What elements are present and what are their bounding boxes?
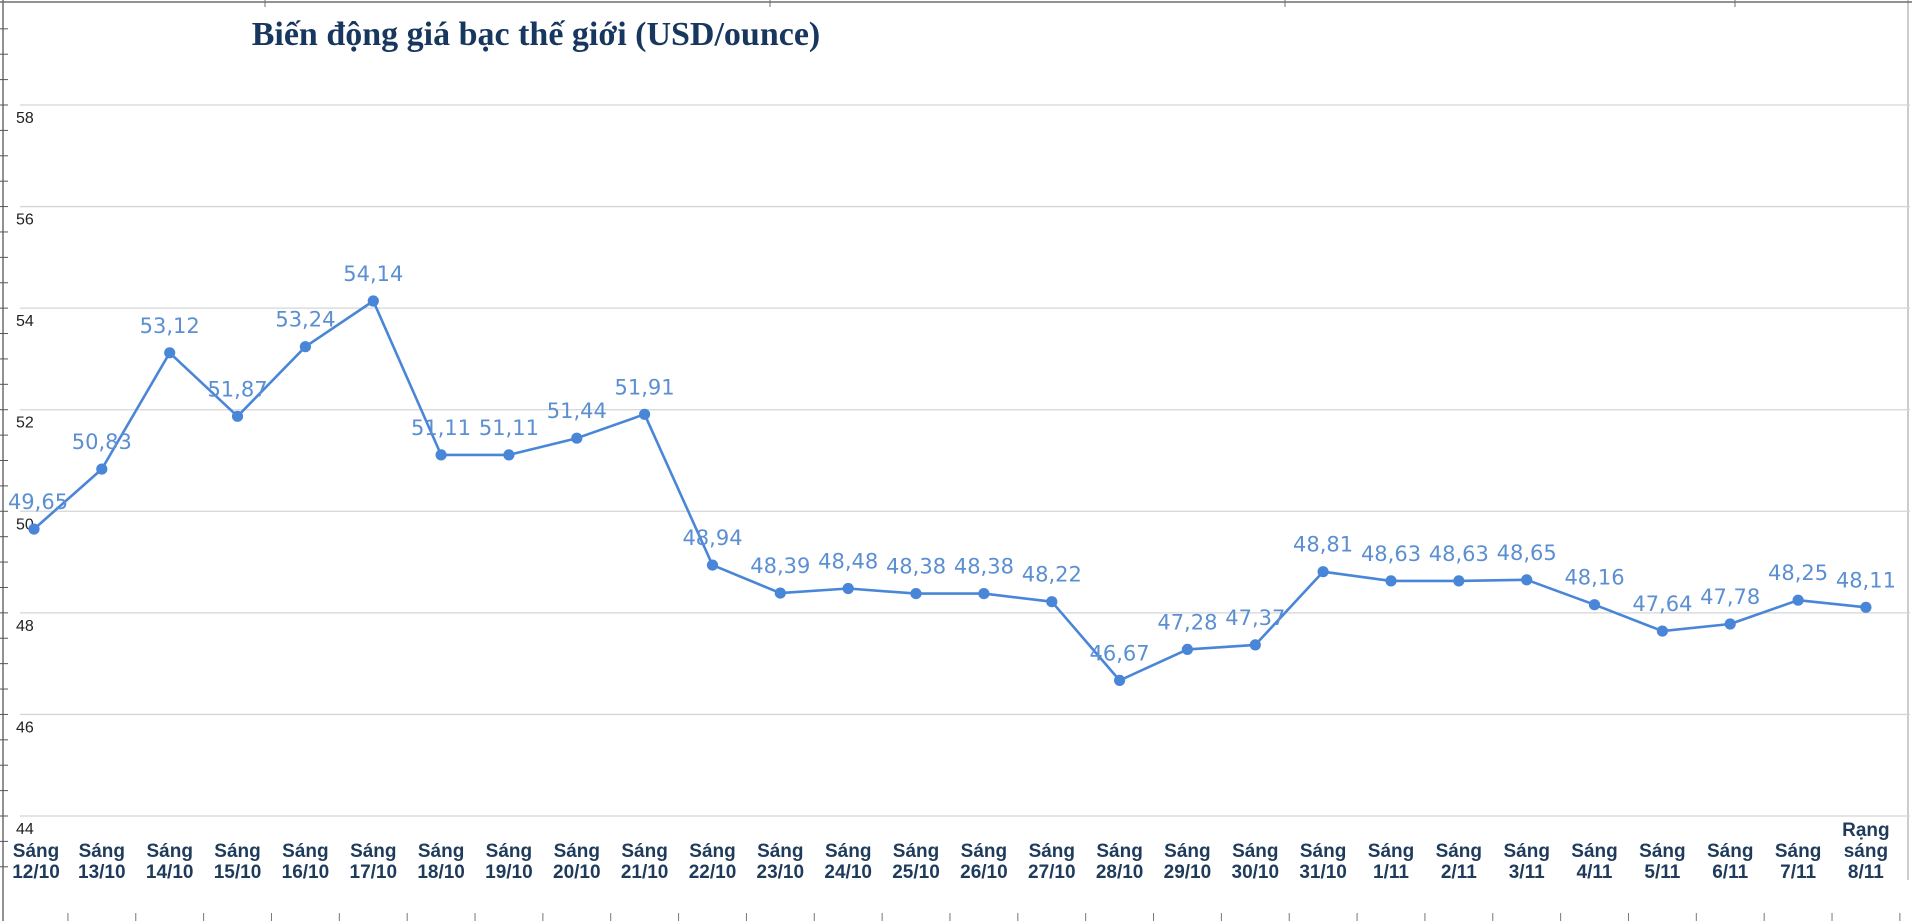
data-point [435,449,447,461]
data-point [1181,643,1193,656]
data-label: 48,81 [1293,533,1353,557]
data-label: 49,65 [8,490,68,514]
data-point [231,410,244,422]
chart-title: Biến động giá bạc thế giới (USD/ounce) [251,16,821,53]
data-point [842,582,854,595]
data-label: 48,39 [750,554,810,578]
x-tick-label: Sáng 28/10 [1096,841,1144,883]
data-point [706,559,719,571]
data-point [1521,574,1533,586]
y-tick-label: 56 [16,212,34,229]
data-label: 47,37 [1225,606,1285,630]
data-point [164,347,176,359]
data-point [1792,594,1804,606]
x-tick-label: Sáng 30/10 [1232,841,1280,883]
data-point [367,295,379,307]
x-tick-label: Sáng 5/11 [1639,841,1685,883]
data-label: 47,64 [1632,592,1692,616]
y-tick-label: 46 [16,719,34,736]
x-tick-label: Sáng 31/10 [1299,841,1347,883]
x-tick-label: Sáng 6/11 [1707,841,1753,883]
x-tick-label: Sáng 27/10 [1028,841,1076,883]
y-tick-label: 58 [16,110,34,127]
x-tick-label: Sáng 26/10 [960,841,1008,883]
x-tick-label: Sáng 25/10 [892,841,940,883]
x-tick-label: Sáng 15/10 [214,841,262,883]
x-tick-label: Sáng 18/10 [417,841,465,883]
x-tick-label: Sáng 13/10 [78,841,126,883]
data-label: 48,65 [1497,541,1557,565]
data-point [978,588,990,600]
data-label: 46,67 [1090,641,1150,665]
data-label: 48,22 [1022,563,1082,587]
x-tick-label: Sáng 19/10 [485,841,533,883]
data-label: 48,38 [886,555,946,579]
data-label: 48,16 [1564,566,1624,590]
x-tick-label: Sáng 21/10 [621,841,669,883]
data-label: 53,12 [140,314,200,338]
data-label: 51,44 [547,399,607,423]
data-point [1656,625,1668,637]
x-tick-label: Sáng 20/10 [553,841,601,883]
data-label: 48,38 [954,555,1014,579]
x-tick-label: Sáng 3/11 [1503,841,1549,883]
data-point [1317,566,1329,578]
y-tick-label: 44 [16,821,34,838]
data-label: 51,87 [207,377,267,401]
data-point [1724,618,1736,630]
series-line [33,299,1867,682]
data-point [1385,575,1397,587]
data-label: 53,24 [275,308,335,332]
x-tick-label: Sáng 7/11 [1775,841,1821,883]
y-tick-label: 54 [16,313,34,330]
y-tick-label: 52 [16,415,34,432]
data-point [1114,674,1126,687]
data-label: 48,25 [1768,561,1828,585]
x-tick-label: Rạng sáng 8/11 [1842,820,1890,883]
x-tick-label: Sáng 22/10 [689,841,737,883]
data-label: 48,48 [818,550,878,574]
data-point [639,408,651,420]
data-label: 48,63 [1361,542,1421,566]
data-point [774,587,786,599]
x-tick-label: Sáng 12/10 [12,841,60,883]
data-point [1588,599,1601,611]
data-label: 48,94 [682,526,742,550]
x-tick-label: Sáng 29/10 [1164,841,1212,883]
x-tick-label: Sáng 16/10 [282,841,330,883]
x-tick-label: Sáng 17/10 [350,841,398,883]
data-point [299,341,311,353]
data-point [503,449,515,461]
data-label: 48,63 [1429,542,1489,566]
data-point [1453,575,1465,587]
data-point [1860,601,1872,613]
data-point [571,432,583,444]
x-tick-label: Sáng 23/10 [757,841,805,883]
x-tick-label: Sáng 24/10 [824,841,872,883]
data-label: 47,28 [1157,610,1217,634]
data-point [96,463,108,475]
x-tick-label: Sáng 2/11 [1436,841,1482,883]
data-label: 48,11 [1836,568,1896,592]
data-label: 51,11 [479,416,539,440]
data-point [1249,639,1261,651]
y-tick-label: 48 [16,618,34,635]
data-point [1046,596,1058,608]
data-point [910,588,922,600]
data-label: 51,91 [615,375,675,399]
x-tick-label: Sáng 1/11 [1368,841,1414,883]
x-tick-label: Sáng 4/11 [1571,841,1617,883]
data-label: 47,78 [1700,585,1760,609]
x-tick-label: Sáng 14/10 [146,841,194,883]
data-label: 51,11 [411,416,471,440]
data-point [28,523,40,535]
data-label: 50,83 [72,430,132,454]
data-label: 54,14 [343,262,403,286]
